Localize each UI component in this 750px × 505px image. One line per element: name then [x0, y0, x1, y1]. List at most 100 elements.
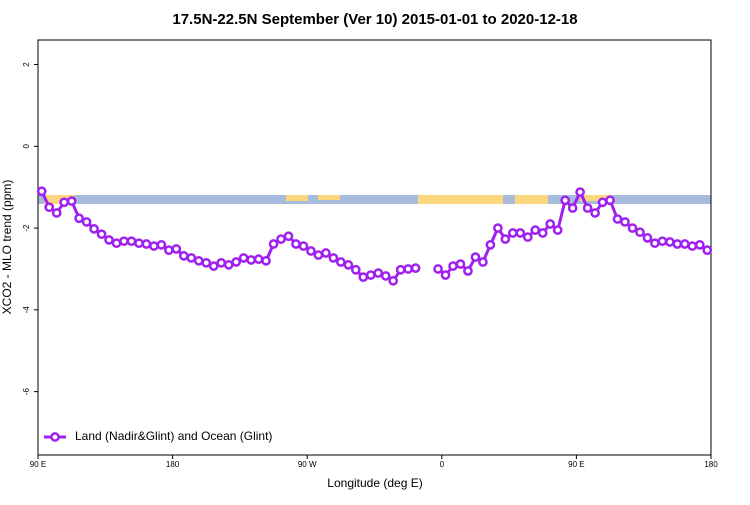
x-tick-label: 180 [704, 460, 718, 469]
data-point [694, 239, 705, 250]
x-tick-label: 90 E [30, 460, 46, 469]
data-point [193, 255, 204, 266]
data-point [530, 225, 541, 235]
land-patch [286, 195, 308, 201]
data-point [463, 266, 473, 276]
data-point [522, 232, 533, 242]
y-tick-label: 0 [22, 144, 31, 149]
data-point [126, 236, 137, 247]
data-point [81, 217, 92, 227]
data-point [321, 248, 331, 258]
data-point [313, 250, 324, 260]
data-point [365, 270, 376, 280]
data-point [44, 202, 55, 213]
data-point [567, 203, 578, 213]
data-point [59, 197, 70, 208]
data-point [119, 236, 129, 247]
data-point [642, 233, 653, 243]
data-point [373, 268, 384, 278]
data-point [111, 238, 122, 249]
data-point [582, 203, 593, 213]
data-point [328, 253, 339, 263]
data-point [134, 238, 144, 249]
x-tick-label: 0 [440, 460, 445, 469]
data-point [687, 241, 698, 251]
data-point [283, 231, 294, 242]
data-point [575, 187, 585, 197]
data-point [141, 239, 152, 249]
legend-label: Land (Nadir&Glint) and Ocean (Glint) [75, 429, 272, 443]
data-point [635, 227, 645, 238]
y-axis-label: XCO2 - MLO trend (ppm) [0, 180, 14, 315]
x-axis-label: Longitude (deg E) [327, 476, 422, 490]
data-point [104, 235, 114, 245]
data-point [358, 272, 369, 282]
data-point [470, 252, 481, 262]
data-point [66, 196, 77, 206]
data-point [665, 237, 675, 247]
data-point [306, 246, 316, 256]
land-patch [580, 195, 612, 201]
y-tick-label: -2 [22, 224, 31, 232]
land-patch [44, 195, 74, 204]
data-point [657, 236, 668, 247]
chart-title: 17.5N-22.5N September (Ver 10) 2015-01-0… [172, 11, 577, 28]
data-point [201, 257, 212, 268]
data-point [552, 225, 563, 235]
data-point [612, 214, 623, 224]
data-point [440, 270, 451, 280]
land-patch [515, 195, 548, 204]
data-point [500, 234, 511, 244]
ocean-band [38, 195, 711, 204]
data-point [679, 239, 690, 249]
data-point [507, 228, 518, 238]
data-point [96, 229, 107, 240]
data-point [455, 259, 466, 269]
data-point [253, 254, 264, 265]
data-point [261, 255, 271, 266]
data-point [231, 257, 242, 267]
data-point [433, 264, 443, 274]
data-point [485, 239, 496, 250]
data-point [246, 255, 256, 265]
data-point [493, 223, 503, 233]
land-patch [418, 195, 503, 204]
data-point [545, 219, 556, 229]
data-point [605, 195, 615, 206]
data-point [590, 208, 600, 218]
data-point [403, 264, 413, 274]
data-point [216, 257, 227, 268]
data-point [171, 244, 182, 254]
data-point [537, 228, 548, 238]
data-point [291, 239, 301, 249]
data-point [164, 245, 174, 256]
data-point [276, 234, 286, 244]
x-tick-label: 90 W [298, 460, 317, 469]
data-point [268, 239, 279, 249]
y-tick-label: -6 [22, 388, 31, 396]
data-point [627, 223, 638, 233]
data-point [350, 264, 361, 275]
data-point [515, 228, 526, 238]
data-point [51, 208, 62, 218]
data-point [298, 241, 309, 251]
data-point [597, 197, 608, 208]
data-point [478, 257, 488, 267]
data-point [208, 261, 219, 271]
data-point [223, 260, 234, 270]
data-point [448, 261, 458, 271]
legend-marker [50, 432, 60, 442]
data-point [156, 239, 167, 250]
data-point [36, 186, 47, 197]
data-point [620, 217, 630, 227]
data-point [380, 271, 391, 281]
data-point [702, 245, 713, 256]
data-point [238, 253, 249, 263]
data-point [89, 224, 99, 234]
data-point [178, 251, 189, 261]
x-tick-label: 180 [166, 460, 180, 469]
y-tick-label: -4 [22, 306, 31, 314]
surface-mask [38, 195, 711, 204]
